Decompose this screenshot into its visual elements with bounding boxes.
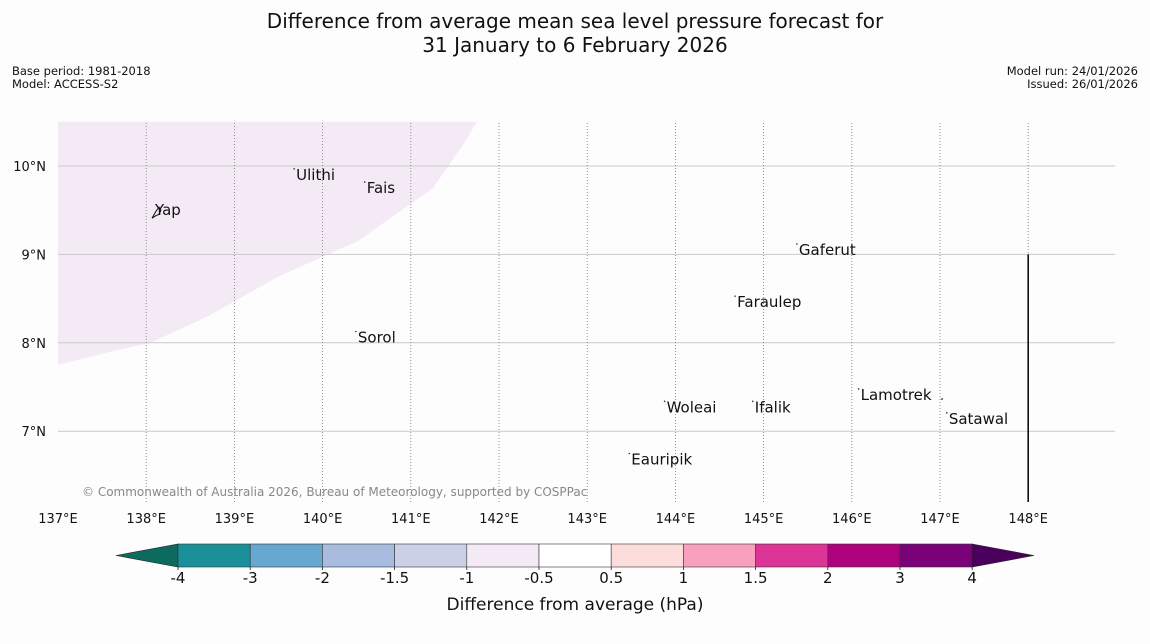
island-label-gaferut: Gaferut (799, 241, 856, 259)
colorbar-bin (827, 543, 901, 568)
longitude-label: 147°E (920, 512, 960, 527)
longitude-label: 140°E (303, 512, 343, 527)
base-period: Base period: 1981-2018 (12, 64, 151, 78)
island-label-woleai: Woleai (667, 398, 717, 416)
map-title: Difference from average mean sea level p… (0, 9, 1150, 57)
island-marker (751, 400, 754, 403)
island-label-yap: Yap (154, 201, 181, 219)
yap-island-outline (151, 206, 162, 219)
latitude-label: 8°N (22, 337, 47, 352)
longitude-label: 141°E (391, 512, 431, 527)
longitude-label: 139°E (215, 512, 255, 527)
island-label-ulithi: Ulithi (296, 166, 335, 184)
island-marker (734, 295, 736, 297)
colorbar-bin (538, 543, 612, 568)
colorbar-bin (466, 543, 540, 568)
island-marker (946, 412, 948, 414)
title-line-1: Difference from average mean sea level p… (266, 9, 884, 33)
longitude-label: 148°E (1008, 512, 1048, 527)
colorbar-bin (394, 543, 468, 568)
latitude-label: 10°N (13, 160, 46, 175)
longitude-label: 146°E (832, 512, 872, 527)
colorbar-tick-label: -1.5 (380, 569, 409, 587)
colorbar-high-extend (971, 543, 1035, 568)
colorbar-low-extend (115, 543, 179, 568)
island-label-sorol: Sorol (358, 328, 396, 346)
longitude-label: 138°E (126, 512, 166, 527)
longitude-label: 137°E (38, 512, 78, 527)
colorbar-tick-label: 1 (679, 569, 689, 587)
axis-labels-layer: 10°N 9°N 8°N 7°N 137°E 138°E 139°E 140°E 141°E 14… (13, 160, 1048, 527)
anomaly-region-layer (58, 121, 477, 365)
island-marker (796, 243, 798, 245)
graticule-layer (58, 123, 1115, 502)
island-marker (355, 330, 357, 333)
island-marker (857, 388, 860, 390)
latitude-label: 9°N (22, 248, 47, 263)
colorbar-tick-label: 0.5 (599, 569, 623, 587)
island-marker (293, 168, 295, 170)
island-marker (628, 452, 631, 455)
longitude-label: 145°E (744, 512, 784, 527)
colorbar-tick-label: 3 (895, 569, 905, 587)
title-line-2: 31 January to 6 February 2026 (422, 33, 728, 57)
negative-anomaly-area (58, 121, 477, 365)
colorbar-bin (249, 543, 323, 568)
issued-date: Issued: 26/01/2026 (1027, 77, 1138, 91)
colorbar: -4 -3 -2 -1.5 -1 -0.5 0.5 1 1.5 2 3 4 (115, 543, 1035, 587)
latitude-label: 7°N (22, 425, 47, 440)
island-marker (941, 398, 943, 400)
island-label-fais: Fais (367, 179, 396, 197)
colorbar-tick-label: 1.5 (744, 569, 768, 587)
colorbar-bin (899, 543, 973, 568)
colorbar-label: Difference from average (hPa) (447, 595, 704, 615)
island-label-eauripik: Eauripik (631, 450, 692, 468)
longitude-label: 142°E (479, 512, 519, 527)
model-name: Model: ACCESS-S2 (12, 77, 119, 91)
colorbar-tick-label: -0.5 (524, 569, 553, 587)
island-label-ifalik: Ifalik (755, 398, 791, 416)
island-label-lamotrek: Lamotrek (861, 386, 932, 404)
meta-left: Base period: 1981-2018 Model: ACCESS-S2 (12, 65, 151, 91)
copyright-text: © Commonwealth of Australia 2026, Bureau… (82, 485, 587, 499)
islands-layer: Yap Ulithi Fais Gaferut Faraulep Sorol Lamotre… (151, 166, 1008, 468)
colorbar-bin (322, 543, 395, 568)
colorbar-tick-label: -2 (315, 569, 330, 587)
island-label-faraulep: Faraulep (737, 293, 801, 311)
island-label-satawal: Satawal (949, 410, 1008, 428)
colorbar-tick-label: -4 (171, 569, 186, 587)
colorbar-bin (683, 543, 756, 568)
colorbar-bin (755, 543, 829, 568)
colorbar-tick-label: -3 (243, 569, 258, 587)
colorbar-bin (610, 543, 684, 568)
island-marker (363, 181, 366, 183)
longitude-label: 144°E (656, 512, 696, 527)
meta-right: Model run: 24/01/2026 Issued: 26/01/2026 (1007, 65, 1138, 91)
model-run: Model run: 24/01/2026 (1006, 64, 1138, 78)
colorbar-tick-label: -1 (459, 569, 474, 587)
island-marker (663, 400, 666, 403)
colorbar-tick-label: 2 (823, 569, 833, 587)
colorbar-bin (177, 543, 251, 568)
longitude-label: 143°E (567, 512, 607, 527)
colorbar-tick-label: 4 (967, 569, 977, 587)
